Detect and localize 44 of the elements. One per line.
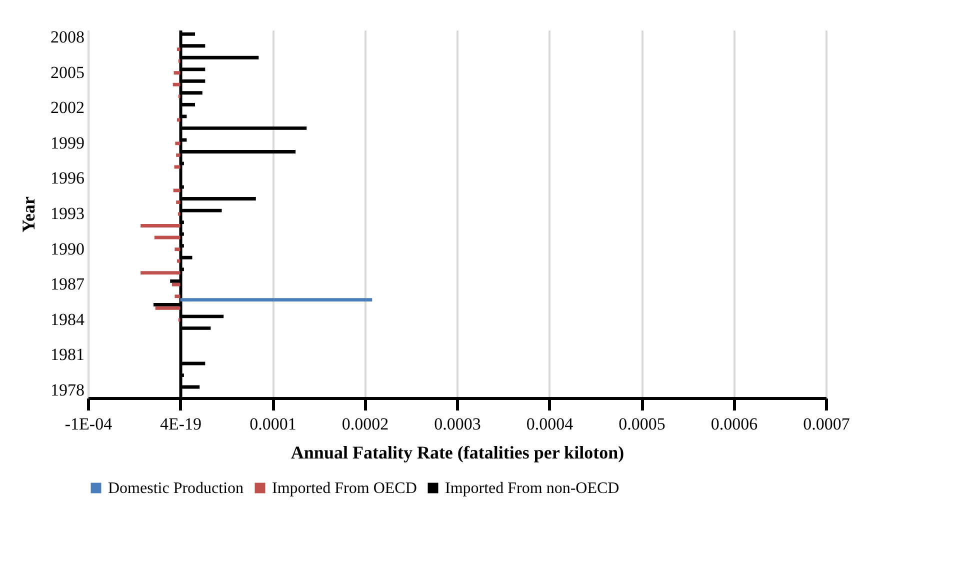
bar [175, 142, 180, 146]
y-tick-label: 2005 [50, 62, 84, 82]
y-tick-label: 2002 [50, 98, 84, 118]
x-tick-label: 0.0005 [618, 414, 666, 434]
bar [176, 153, 180, 157]
x-tick-label: 0.0001 [250, 414, 296, 434]
legend-label: Domestic Production [108, 480, 244, 497]
bar [174, 165, 180, 169]
x-tick-label: 0.0004 [526, 414, 574, 434]
y-tick-label: 2008 [50, 28, 84, 47]
bar [177, 48, 180, 52]
bar [173, 188, 180, 192]
x-tick-label: -1E-04 [64, 414, 113, 434]
y-tick-label: 1978 [50, 380, 84, 400]
y-tick-label: 1981 [50, 345, 84, 364]
bar [155, 306, 180, 310]
y-tick-label: 1990 [50, 239, 84, 258]
y-tick-label: 1999 [50, 133, 84, 152]
bar [176, 200, 180, 204]
bar [172, 82, 180, 86]
x-tick-label: 0.0006 [710, 414, 758, 434]
legend-label: Imported From OECD [272, 480, 417, 497]
bar [140, 271, 180, 275]
bar [174, 294, 180, 298]
x-tick-label: 4E-19 [160, 414, 202, 434]
bar [174, 71, 180, 75]
bar [174, 248, 180, 252]
y-tick-label: 1996 [50, 168, 84, 188]
y-tick-label: 1987 [50, 274, 85, 294]
bar [172, 282, 180, 286]
bar [140, 224, 180, 228]
bar [178, 212, 180, 216]
y-tick-label: 1984 [50, 310, 85, 329]
y-tick-label: 1993 [50, 204, 84, 223]
y-axis-title: Year [18, 196, 38, 232]
x-tick-label: 0.0003 [434, 414, 481, 434]
legend-label: Imported From non-OECD [445, 480, 620, 497]
x-tick-label: 0.0007 [803, 414, 850, 434]
x-axis-title: Annual Fatality Rate (fatalities per kiloton) [290, 442, 624, 462]
bar [154, 236, 180, 240]
bar [180, 298, 372, 302]
bar [177, 118, 180, 122]
bar [177, 259, 180, 263]
x-tick-label: 0.0002 [342, 414, 389, 434]
